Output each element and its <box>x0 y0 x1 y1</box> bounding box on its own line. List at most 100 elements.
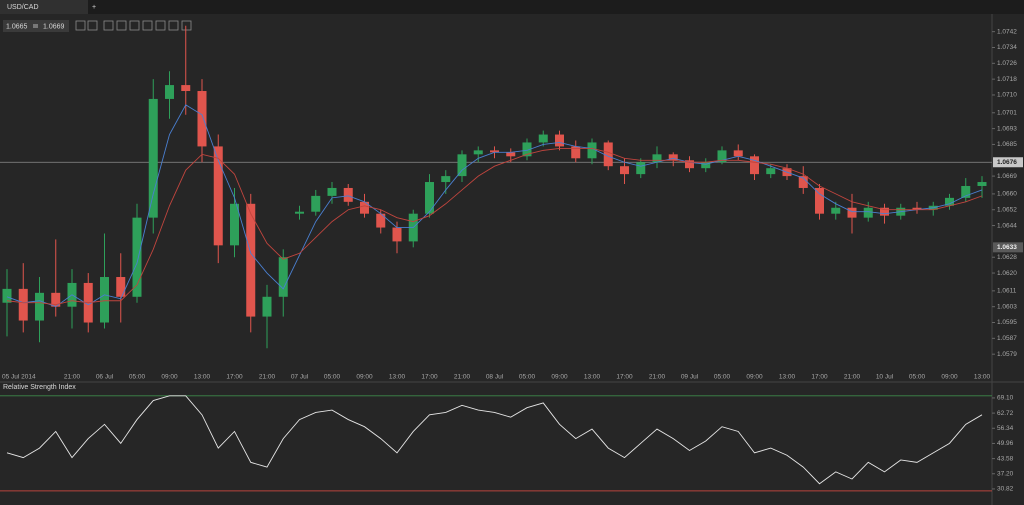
candle-body <box>620 166 629 175</box>
candle-body <box>538 134 548 143</box>
candle-body <box>116 277 126 297</box>
x-tick-label: 07 Jul <box>291 374 309 381</box>
y-tick-label: 43.58 <box>997 455 1014 462</box>
candle-body <box>880 207 889 216</box>
candle-body <box>246 203 256 317</box>
candle-body <box>977 182 987 186</box>
x-tick-label: 17:00 <box>811 374 828 381</box>
x-tick-label: 13:00 <box>389 374 406 381</box>
candle-body <box>571 146 581 159</box>
moving-average <box>6 104 983 308</box>
tool-indicators[interactable] <box>142 20 153 31</box>
tab[interactable] <box>0 0 88 14</box>
y-tick-label: 1.0701 <box>997 109 1017 116</box>
new-tab[interactable]: + <box>92 4 96 11</box>
x-tick-label: 05:00 <box>909 374 926 381</box>
tool-zoom-out[interactable] <box>87 20 98 31</box>
y-tick-label: 1.0718 <box>997 76 1017 83</box>
candle-body <box>51 292 61 307</box>
tool-pen[interactable] <box>181 20 192 31</box>
candle-body <box>425 182 434 214</box>
candle-body <box>148 98 158 218</box>
y-tick-label: 69.10 <box>997 395 1014 402</box>
candle-body <box>685 160 694 169</box>
price-marker-box <box>993 242 1023 253</box>
candle-body <box>587 142 597 159</box>
ask[interactable]: 1.0669 <box>43 23 65 30</box>
candle-body <box>701 162 711 169</box>
y-tick-label: 56.34 <box>997 425 1014 432</box>
candle-body <box>457 154 467 177</box>
y-tick-label: 1.0734 <box>997 44 1017 51</box>
moving-average <box>6 147 983 306</box>
candle-body <box>327 187 337 196</box>
y-tick-label: 49.96 <box>997 440 1014 447</box>
candle-body <box>798 176 808 188</box>
x-tick-label: 09 Jul <box>681 374 699 381</box>
y-tick-label: 1.0693 <box>997 125 1017 132</box>
x-tick-label: 13:00 <box>779 374 796 381</box>
x-tick-label: 17:00 <box>421 374 438 381</box>
tab-title[interactable]: USD/CAD <box>7 4 39 11</box>
tool-candles[interactable] <box>116 20 127 31</box>
candle-body <box>132 217 142 297</box>
candle-body <box>165 85 174 99</box>
x-tick-label: 13:00 <box>194 374 211 381</box>
candle-body <box>555 134 564 147</box>
x-tick-label: 05:00 <box>324 374 341 381</box>
candle-body <box>717 150 727 163</box>
tool-lines[interactable] <box>129 20 140 31</box>
candle-body <box>100 277 109 323</box>
candle-body <box>912 207 922 210</box>
x-tick-label: 05:00 <box>714 374 731 381</box>
y-tick-label: 1.0587 <box>997 335 1017 342</box>
y-tick-label: 1.0660 <box>997 191 1017 198</box>
x-tick-label: 21:00 <box>64 374 81 381</box>
rsi-title: Relative Strength Index <box>3 384 76 391</box>
candle-body <box>278 257 288 297</box>
x-tick-label: 21:00 <box>454 374 471 381</box>
x-tick-label: 10 Jul <box>876 374 894 381</box>
x-tick-label: 05:00 <box>519 374 536 381</box>
x-tick-label: 17:00 <box>226 374 243 381</box>
x-tick-label: 09:00 <box>356 374 373 381</box>
quote-separator <box>33 24 38 28</box>
candle-body <box>603 142 613 167</box>
tool-zoom-in[interactable] <box>75 20 86 31</box>
x-tick-label: 05:00 <box>129 374 146 381</box>
price-line-label-box <box>993 157 1023 168</box>
x-tick-label: 08 Jul <box>486 374 504 381</box>
y-tick-label: 1.0611 <box>997 288 1017 295</box>
x-tick-label: 21:00 <box>649 374 666 381</box>
y-tick-label: 37.20 <box>997 470 1014 477</box>
y-tick-label: 1.0644 <box>997 222 1017 229</box>
rsi-line <box>6 395 983 485</box>
candle-body <box>230 203 239 246</box>
x-tick-label: 06 Jul <box>96 374 114 381</box>
y-tick-label: 1.0628 <box>997 254 1017 261</box>
y-tick-label: 1.0685 <box>997 141 1017 148</box>
candle-body <box>441 176 451 183</box>
price-marker-label: 1.0633 <box>997 244 1017 251</box>
candle-body <box>847 207 857 218</box>
tool-settings[interactable] <box>168 20 179 31</box>
toolbar <box>75 20 192 31</box>
y-tick-label: 1.0652 <box>997 206 1017 213</box>
candle-body <box>360 201 369 214</box>
y-tick-label: 1.0595 <box>997 319 1017 326</box>
y-tick-label: 1.0620 <box>997 270 1017 277</box>
candle-body <box>750 156 759 175</box>
y-tick-label: 1.0669 <box>997 173 1017 180</box>
candle-body <box>945 197 954 206</box>
tool-templates[interactable] <box>155 20 166 31</box>
bid[interactable]: 1.0665 <box>6 23 28 30</box>
x-tick-label: 21:00 <box>844 374 861 381</box>
candle-body <box>961 185 971 198</box>
tool-draw[interactable] <box>103 20 114 31</box>
x-tick-label: 09:00 <box>746 374 763 381</box>
y-tick-label: 62.72 <box>997 410 1014 417</box>
x-tick-label: 05 Jul 2014 <box>2 374 36 381</box>
